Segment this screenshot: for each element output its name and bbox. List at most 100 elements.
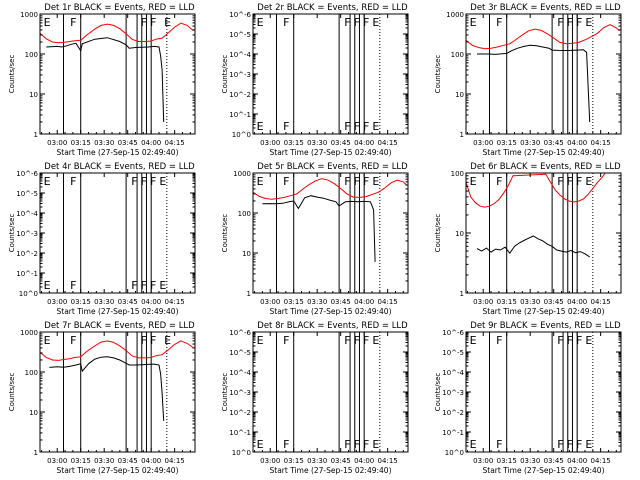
y-tick-label: 1 (247, 290, 251, 298)
marker-label: F (131, 175, 137, 188)
y-tick-label: 10^-6 (229, 329, 251, 337)
series-events-line (477, 44, 591, 123)
y-tick-label: 10^-4 (229, 369, 251, 377)
panel-title: Det 6r BLACK = Events, RED = LLD (470, 162, 621, 172)
y-tick-label: 10^-4 (442, 369, 464, 377)
x-axis-label: Start Time (27-Sep-15 02:49:40) (57, 307, 179, 316)
marker-label: F (70, 175, 76, 188)
x-tick-label: 03:45 (118, 139, 138, 147)
marker-label: F (557, 438, 563, 451)
x-tick-label: 03:30 (94, 139, 114, 147)
y-tick-label: 10^-3 (16, 230, 38, 238)
panel-title: Det 9r BLACK = Events, RED = LLD (470, 321, 621, 331)
axes-frame (252, 172, 409, 294)
panel-title: Det 3r BLACK = Events, RED = LLD (470, 3, 621, 13)
marker-label: F (354, 334, 360, 347)
axes-frame (465, 13, 622, 135)
y-tick-label: 10^0 (232, 449, 251, 457)
y-tick-label: 1 (460, 131, 464, 139)
x-axis-label: Start Time (27-Sep-15 02:49:40) (483, 466, 605, 475)
marker-label: E (257, 16, 264, 29)
y-tick-label: 10^-1 (16, 270, 38, 278)
y-tick-label: 1 (34, 131, 38, 139)
series-lld-line (40, 340, 194, 361)
marker-label: F (576, 16, 582, 29)
series-events-line (46, 37, 165, 123)
x-tick-label: 03:15 (284, 457, 304, 465)
x-tick-label: 03:30 (94, 457, 114, 465)
marker-label: E (44, 279, 51, 292)
x-tick-label: 04:15 (378, 298, 398, 306)
x-axis-label: Start Time (27-Sep-15 02:49:40) (270, 148, 392, 157)
y-tick-label: 10^0 (445, 449, 464, 457)
marker-label: F (496, 438, 502, 451)
series-lld-line (466, 173, 606, 208)
marker-label: F (496, 175, 502, 188)
y-tick-label: 10^0 (19, 290, 38, 298)
y-axis-label: Counts/sec (221, 55, 229, 94)
marker-label: F (354, 16, 360, 29)
marker-label: F (283, 16, 289, 29)
x-tick-label: 04:15 (165, 298, 185, 306)
x-tick-label: 04:00 (567, 457, 587, 465)
y-tick-label: 10^-2 (229, 409, 251, 417)
x-tick-label: 04:15 (591, 298, 611, 306)
marker-label: E (159, 175, 166, 188)
x-tick-label: 03:45 (544, 457, 564, 465)
y-axis-label: Counts/sec (434, 55, 442, 94)
marker-label: F (141, 175, 147, 188)
marker-label: F (576, 175, 582, 188)
marker-label: F (344, 334, 350, 347)
y-tick-label: 10^-6 (229, 11, 251, 19)
x-tick-label: 04:15 (165, 139, 185, 147)
y-axis-label: Counts/sec (8, 55, 16, 94)
x-axis-label: Start Time (27-Sep-15 02:49:40) (270, 307, 392, 316)
marker-label: F (557, 175, 563, 188)
marker-label: F (70, 334, 76, 347)
y-tick-label: 10 (29, 409, 38, 417)
marker-label: E (372, 175, 379, 188)
x-tick-label: 03:30 (307, 139, 327, 147)
x-tick-label: 04:00 (141, 139, 161, 147)
marker-label: F (283, 175, 289, 188)
x-tick-label: 03:30 (307, 298, 327, 306)
x-tick-label: 03:45 (118, 457, 138, 465)
marker-label: E (585, 438, 592, 451)
marker-label: E (372, 16, 379, 29)
marker-label: F (354, 175, 360, 188)
series-lld-line (253, 178, 407, 200)
marker-label: F (496, 16, 502, 29)
y-axis-label: Counts/sec (8, 214, 16, 253)
marker-label: E (257, 438, 264, 451)
marker-label: F (567, 175, 573, 188)
y-tick-label: 10^-5 (229, 31, 251, 39)
x-tick-label: 04:15 (378, 139, 398, 147)
marker-label: F (344, 175, 350, 188)
marker-label: F (344, 16, 350, 29)
series-events-line (262, 195, 376, 262)
marker-label: F (576, 438, 582, 451)
marker-label: F (150, 16, 156, 29)
x-axis-label: Start Time (27-Sep-15 02:49:40) (483, 307, 605, 316)
y-tick-label: 10^0 (232, 131, 251, 139)
x-tick-label: 03:15 (497, 298, 517, 306)
marker-label: F (344, 438, 350, 451)
x-tick-label: 03:45 (544, 298, 564, 306)
marker-label: E (470, 334, 477, 347)
x-tick-label: 03:30 (94, 298, 114, 306)
marker-label: F (344, 120, 350, 133)
x-tick-label: 03:45 (331, 298, 351, 306)
marker-label: F (496, 334, 502, 347)
marker-label: E (585, 334, 592, 347)
y-tick-label: 1000 (20, 329, 38, 337)
y-tick-label: 100 (451, 170, 464, 178)
axes-frame (39, 13, 196, 135)
panel-det-8: Det 8r BLACK = Events, RED = LLDEEFFFFFF… (221, 321, 409, 475)
y-tick-label: 10^-2 (442, 409, 464, 417)
x-tick-label: 03:15 (284, 139, 304, 147)
x-tick-label: 03:15 (71, 139, 91, 147)
marker-label: E (470, 175, 477, 188)
marker-label: F (283, 120, 289, 133)
